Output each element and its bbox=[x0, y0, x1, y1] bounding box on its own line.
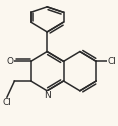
Text: Cl: Cl bbox=[2, 98, 11, 107]
Text: Cl: Cl bbox=[108, 57, 117, 66]
Text: O: O bbox=[7, 57, 14, 66]
Text: N: N bbox=[44, 91, 51, 100]
